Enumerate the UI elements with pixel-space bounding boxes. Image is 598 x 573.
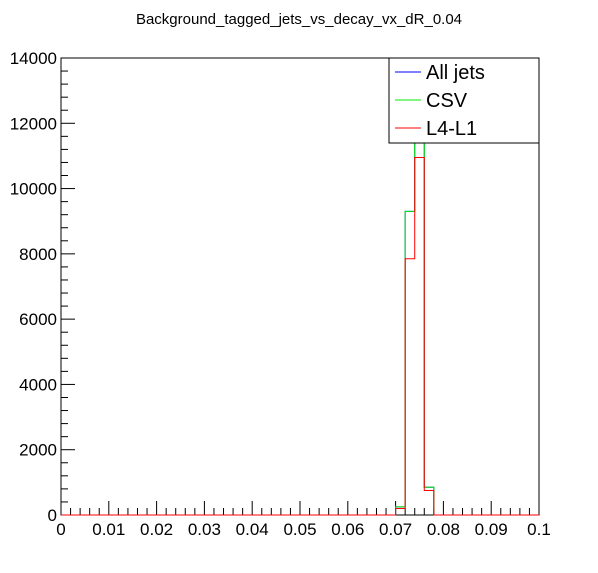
x-tick-label: 0.04 [236,520,269,539]
y-tick-label: 12000 [10,114,57,133]
axis-ticks-group [60,57,540,516]
x-tick-label: 0.1 [527,520,551,539]
tick-labels-group: 0 0.01 0.02 0.03 0.04 0.05 0.06 0.07 0.08 0.09 0.1… [10,49,551,539]
legend-label-l4-l1: L4-L1 [426,118,477,140]
legend-label-all-jets: All jets [426,62,485,84]
y-tick-label: 6000 [19,310,57,329]
x-tick-label: 0.06 [331,520,364,539]
series-l4-l1-line [61,157,539,516]
y-tick-label: 2000 [19,441,57,460]
y-tick-label: 10000 [10,180,57,199]
x-tick-label: 0.03 [188,520,221,539]
x-tick-label: 0.01 [92,520,125,539]
chart-title: Background_tagged_jets_vs_decay_vx_dR_0.… [136,11,462,28]
legend-label-csv: CSV [426,90,468,112]
x-tick-label: 0 [56,520,65,539]
x-tick-label: 0.08 [427,520,460,539]
y-tick-label: 4000 [19,375,57,394]
x-tick-label: 0.02 [140,520,173,539]
x-tick-label: 0.09 [475,520,508,539]
y-tick-label: 0 [48,506,57,525]
y-tick-label: 14000 [10,49,57,68]
legend: All jets CSV L4-L1 [388,57,540,144]
x-tick-label: 0.05 [283,520,316,539]
y-tick-label: 8000 [19,245,57,264]
x-tick-label: 0.07 [379,520,412,539]
